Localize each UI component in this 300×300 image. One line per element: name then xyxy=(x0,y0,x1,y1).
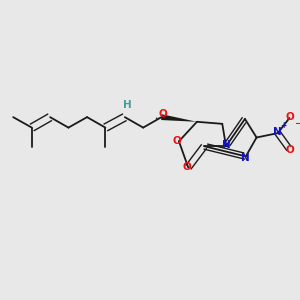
Text: N: N xyxy=(222,140,230,150)
Text: O: O xyxy=(159,109,167,119)
Text: O: O xyxy=(183,162,192,172)
Text: N: N xyxy=(273,127,282,137)
Text: O: O xyxy=(286,145,295,155)
Text: H: H xyxy=(123,100,132,110)
Text: O: O xyxy=(286,112,295,122)
Text: N: N xyxy=(242,153,250,163)
Text: +: + xyxy=(280,122,287,130)
Text: O: O xyxy=(172,136,181,146)
Text: −: − xyxy=(294,119,300,128)
Text: ••: •• xyxy=(154,116,161,121)
Polygon shape xyxy=(161,114,197,122)
